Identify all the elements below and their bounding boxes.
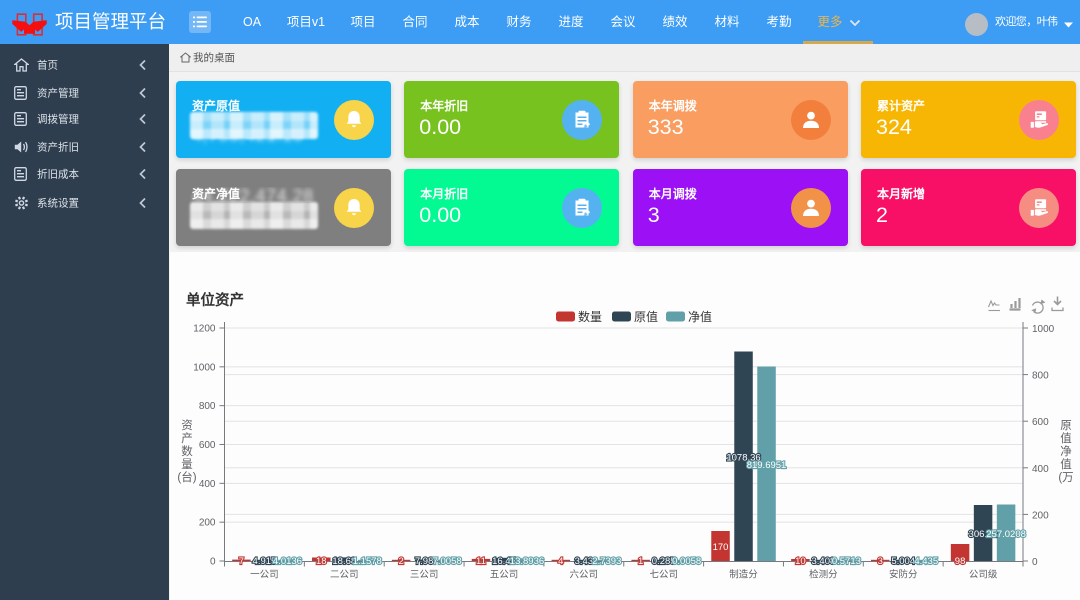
- svg-text:4.915: 4.915: [253, 556, 277, 567]
- svg-text:3: 3: [878, 556, 883, 567]
- svg-text:净值: 净值: [688, 309, 712, 324]
- svg-text:5.004: 5.004: [891, 556, 915, 567]
- svg-text:数: 数: [181, 444, 193, 458]
- svg-text:800: 800: [1032, 371, 1049, 382]
- svg-text:4.435: 4.435: [914, 556, 938, 567]
- svg-text:11: 11: [476, 556, 486, 567]
- svg-text:安防分: 安防分: [889, 569, 918, 581]
- svg-text:1000: 1000: [1032, 324, 1055, 335]
- svg-text:0.5713: 0.5713: [832, 556, 861, 567]
- svg-text:16.45: 16.45: [492, 556, 516, 567]
- svg-text:净: 净: [1060, 444, 1072, 458]
- svg-text:7.0058: 7.0058: [433, 556, 462, 567]
- svg-text:98: 98: [955, 556, 966, 567]
- svg-text:制造分: 制造分: [729, 569, 758, 581]
- svg-text:10: 10: [795, 556, 806, 567]
- svg-text:三公司: 三公司: [410, 570, 439, 581]
- svg-text:2.7393: 2.7393: [592, 556, 621, 567]
- svg-text:7: 7: [239, 556, 244, 567]
- svg-text:单位资产: 单位资产: [186, 291, 244, 309]
- svg-text:1: 1: [638, 556, 643, 567]
- svg-text:0: 0: [1032, 557, 1038, 568]
- svg-text:产: 产: [181, 431, 193, 445]
- svg-text:1078.36: 1078.36: [726, 452, 760, 463]
- svg-text:0: 0: [210, 557, 216, 568]
- svg-text:170: 170: [713, 542, 729, 553]
- svg-text:(万: (万: [1058, 472, 1073, 484]
- svg-text:4: 4: [558, 556, 563, 567]
- svg-text:数量: 数量: [578, 309, 602, 324]
- svg-text:值: 值: [1060, 432, 1072, 445]
- svg-text:2: 2: [398, 556, 403, 567]
- svg-text:1200: 1200: [193, 324, 216, 335]
- svg-text:800: 800: [199, 401, 216, 412]
- svg-text:七公司: 七公司: [649, 570, 678, 581]
- svg-text:200: 200: [1032, 510, 1049, 521]
- svg-text:200: 200: [199, 518, 216, 529]
- svg-text:公司级: 公司级: [969, 569, 998, 581]
- svg-text:3.408: 3.408: [811, 556, 835, 567]
- svg-text:257.0208: 257.0208: [986, 529, 1026, 540]
- svg-text:检测分: 检测分: [809, 569, 838, 581]
- svg-text:原: 原: [1060, 420, 1072, 432]
- svg-text:600: 600: [1032, 417, 1049, 428]
- svg-text:五公司: 五公司: [490, 570, 519, 581]
- svg-text:306.62: 306.62: [969, 529, 998, 540]
- svg-text:量: 量: [181, 458, 193, 471]
- svg-text:1.1578: 1.1578: [353, 556, 382, 567]
- svg-text:0.285: 0.285: [652, 556, 676, 567]
- svg-text:18.68: 18.68: [332, 556, 356, 567]
- svg-text:4.0136: 4.0136: [273, 556, 302, 567]
- svg-text:(台): (台): [177, 470, 196, 484]
- svg-text:13.8936: 13.8936: [510, 556, 544, 567]
- svg-text:资: 资: [181, 419, 193, 432]
- svg-text:1000: 1000: [193, 362, 216, 373]
- svg-text:3.43: 3.43: [575, 556, 594, 567]
- svg-text:二公司: 二公司: [330, 570, 359, 581]
- svg-text:值: 值: [1060, 458, 1072, 471]
- svg-text:原值: 原值: [634, 309, 658, 324]
- svg-text:一公司: 一公司: [250, 570, 279, 581]
- svg-text:18: 18: [316, 556, 327, 567]
- svg-text:7.98: 7.98: [415, 556, 434, 567]
- svg-text:600: 600: [199, 440, 216, 451]
- svg-text:0.0058: 0.0058: [672, 556, 701, 567]
- svg-text:六公司: 六公司: [570, 569, 599, 581]
- svg-text:400: 400: [199, 479, 216, 490]
- svg-text:819.6951: 819.6951: [747, 460, 787, 471]
- svg-text:400: 400: [1032, 464, 1049, 475]
